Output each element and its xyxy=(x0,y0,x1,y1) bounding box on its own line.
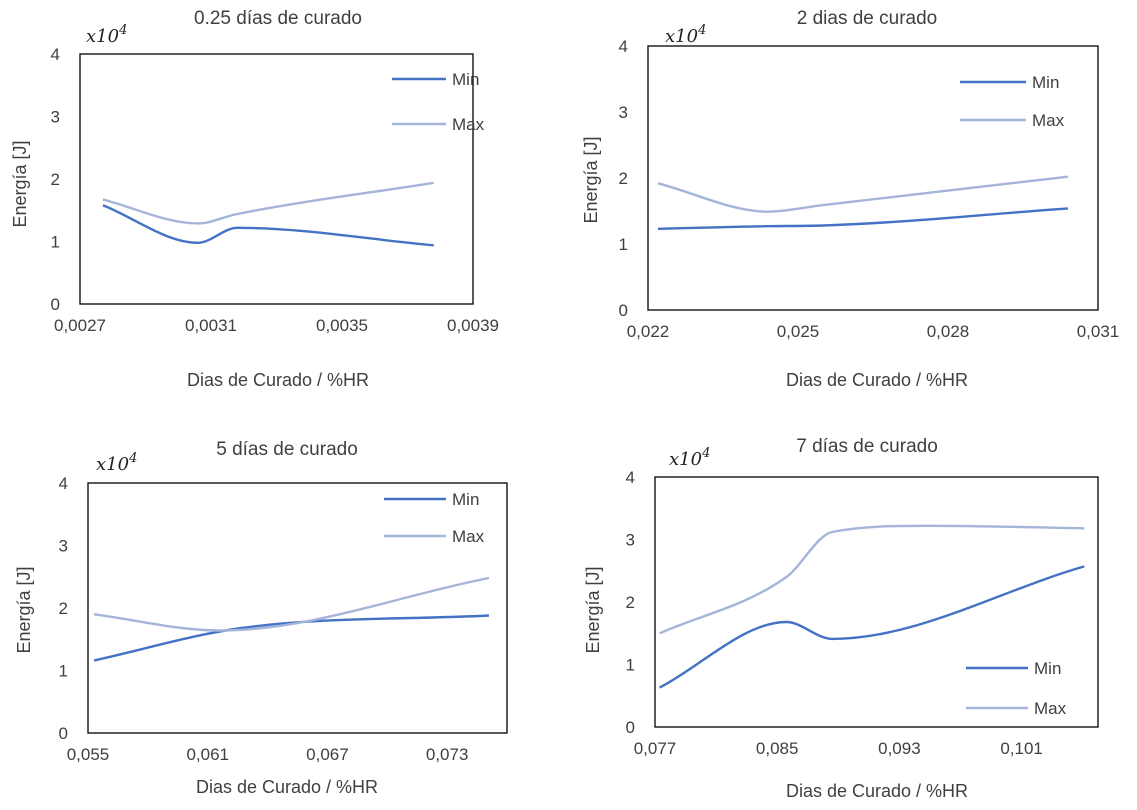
y-tick-label: 3 xyxy=(619,103,628,122)
x-tick-label: 0,022 xyxy=(627,322,670,341)
y-tick-label: 0 xyxy=(619,301,628,320)
x-axis-label: Dias de Curado / %HR xyxy=(187,370,369,390)
series-line-max xyxy=(659,524,1085,635)
legend-label-min: Min xyxy=(452,70,479,89)
y-tick-label: 2 xyxy=(59,599,68,618)
x-tick-label: 0,077 xyxy=(634,739,677,758)
x-tick-label: 0,055 xyxy=(67,745,110,764)
legend-label-min: Min xyxy=(452,490,479,509)
x-tick-label: 0,085 xyxy=(756,739,799,758)
plot-area xyxy=(654,476,1099,728)
y-tick-label: 2 xyxy=(626,593,635,612)
x-axis-label: Dias de Curado / %HR xyxy=(786,781,968,801)
y-tick-label: 0 xyxy=(59,724,68,743)
y-tick-label: 1 xyxy=(619,235,628,254)
x-tick-label: 0,101 xyxy=(1000,739,1043,758)
chart-title: 2 dias de curado xyxy=(797,8,938,29)
plot-area xyxy=(647,45,1099,311)
series-line-max xyxy=(657,175,1069,213)
legend-label-min: Min xyxy=(1034,659,1061,678)
plot-area xyxy=(79,53,474,305)
series-line-min xyxy=(93,614,490,662)
y-axis-label: Energía [J] xyxy=(581,136,601,223)
x-tick-label: 0,0027 xyxy=(54,316,106,335)
y-tick-label: 3 xyxy=(51,108,60,127)
y-axis-label: Energía [J] xyxy=(14,566,34,653)
y-axis-label: Energía [J] xyxy=(10,140,30,227)
legend-label-max: Max xyxy=(1034,699,1067,718)
x-tick-label: 0,028 xyxy=(927,322,970,341)
series-line-max xyxy=(93,576,490,632)
chart-panel-1: 0.25 días de curado x104 0 1 2 3 4 0,0027 0,0031… xyxy=(10,8,499,390)
x-tick-label: 0,0031 xyxy=(185,316,237,335)
legend-label-max: Max xyxy=(1032,111,1065,130)
series-line-min xyxy=(102,204,434,247)
axis-multiplier: x104 xyxy=(96,451,137,475)
y-tick-label: 3 xyxy=(59,537,68,556)
x-tick-label: 0,025 xyxy=(777,322,820,341)
series-line-max xyxy=(102,181,434,225)
plot-area xyxy=(87,482,508,734)
series-line-min xyxy=(659,565,1085,689)
legend-label-max: Max xyxy=(452,115,485,134)
y-tick-label: 1 xyxy=(626,656,635,675)
legend-label-min: Min xyxy=(1032,73,1059,92)
y-tick-label: 4 xyxy=(59,474,68,493)
axis-multiplier: x104 xyxy=(86,23,127,47)
axis-multiplier: x104 xyxy=(669,446,710,470)
chart-title: 0.25 días de curado xyxy=(194,8,362,29)
x-tick-label: 0,073 xyxy=(426,745,469,764)
y-tick-label: 2 xyxy=(51,170,60,189)
x-axis-label: Dias de Curado / %HR xyxy=(786,370,968,390)
x-tick-label: 0,061 xyxy=(186,745,229,764)
chart-panel-3: 5 días de curado x104 0 1 2 3 4 0,055 0,061 0,067… xyxy=(14,439,508,797)
legend-label-max: Max xyxy=(452,527,485,546)
chart-panel-2: 2 dias de curado x104 0 1 2 3 4 0,022 0,025 0,028… xyxy=(581,8,1120,390)
chart-title: 5 días de curado xyxy=(216,439,358,460)
x-tick-label: 0,093 xyxy=(878,739,921,758)
x-tick-label: 0,0039 xyxy=(447,316,499,335)
y-tick-label: 0 xyxy=(626,718,635,737)
y-tick-label: 2 xyxy=(619,169,628,188)
x-tick-label: 0,0035 xyxy=(316,316,368,335)
y-tick-label: 3 xyxy=(626,531,635,550)
y-tick-label: 1 xyxy=(59,662,68,681)
y-tick-label: 4 xyxy=(619,37,628,56)
y-tick-label: 1 xyxy=(51,233,60,252)
x-tick-label: 0,031 xyxy=(1077,322,1120,341)
chart-title: 7 días de curado xyxy=(796,436,938,457)
series-line-min xyxy=(657,207,1069,230)
x-axis-label: Dias de Curado / %HR xyxy=(196,777,378,797)
y-axis-label: Energía [J] xyxy=(583,566,603,653)
y-tick-label: 0 xyxy=(51,295,60,314)
y-tick-label: 4 xyxy=(626,468,635,487)
y-tick-label: 4 xyxy=(51,45,60,64)
axis-multiplier: x104 xyxy=(665,23,706,47)
x-tick-label: 0,067 xyxy=(306,745,349,764)
